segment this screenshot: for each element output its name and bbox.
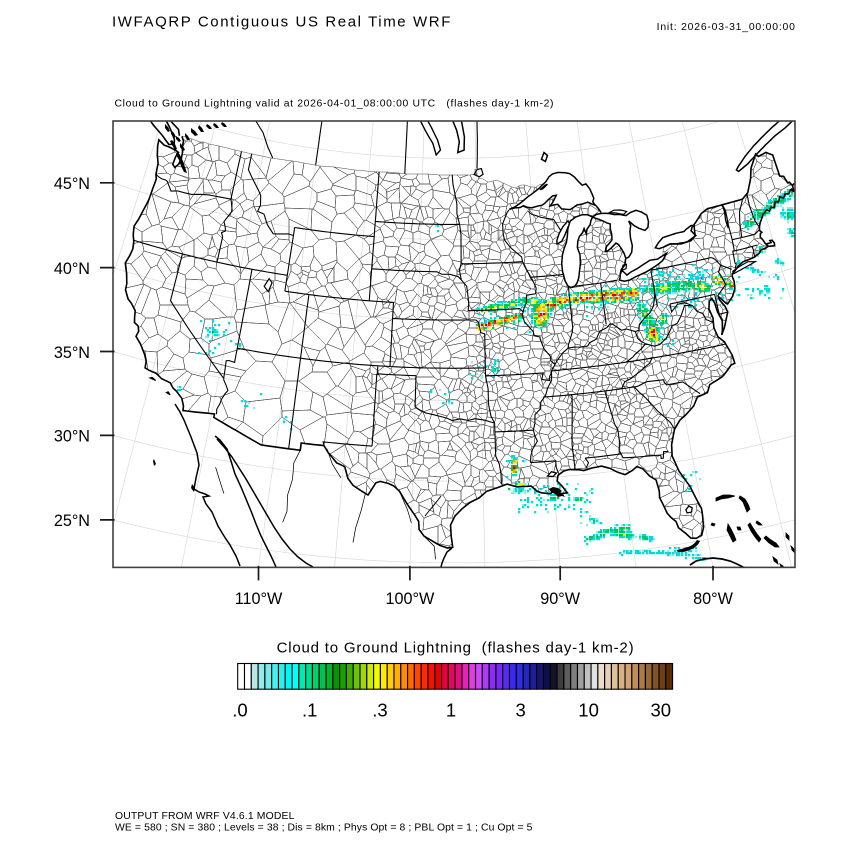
- svg-text:80°W: 80°W: [693, 590, 733, 608]
- svg-text:10: 10: [578, 700, 599, 721]
- svg-text:35°N: 35°N: [54, 344, 90, 362]
- svg-text:30°N: 30°N: [54, 428, 90, 446]
- svg-text:90°W: 90°W: [540, 590, 580, 608]
- svg-text:Cloud to Ground Lightning vali: Cloud to Ground Lightning valid at 2026-…: [115, 98, 555, 109]
- svg-text:OUTPUT FROM WRF V4.6.1 MODEL: OUTPUT FROM WRF V4.6.1 MODEL: [115, 811, 295, 822]
- svg-text:.3: .3: [372, 700, 387, 721]
- svg-text:1: 1: [446, 700, 456, 721]
- svg-text:25°N: 25°N: [54, 512, 90, 530]
- svg-text:Cloud to Ground Lightning (fl: Cloud to Ground Lightning (flashes day-1…: [277, 640, 635, 657]
- svg-text:30: 30: [651, 700, 672, 721]
- svg-text:.0: .0: [232, 700, 247, 721]
- svg-text:110°W: 110°W: [235, 590, 283, 608]
- svg-text:45°N: 45°N: [54, 175, 90, 193]
- svg-text:3: 3: [516, 700, 526, 721]
- svg-text:40°N: 40°N: [54, 260, 90, 278]
- svg-text:WE = 580 ; SN = 380 ; Levels =: WE = 580 ; SN = 380 ; Levels = 38 ; Dis …: [115, 823, 533, 834]
- svg-text:Init: 2026-03-31_00:00:00: Init: 2026-03-31_00:00:00: [657, 22, 796, 33]
- svg-text:100°W: 100°W: [385, 590, 434, 608]
- svg-text:IWFAQRP Contiguous US Real Tim: IWFAQRP Contiguous US Real Time WRF: [112, 13, 452, 30]
- svg-text:.1: .1: [302, 700, 317, 721]
